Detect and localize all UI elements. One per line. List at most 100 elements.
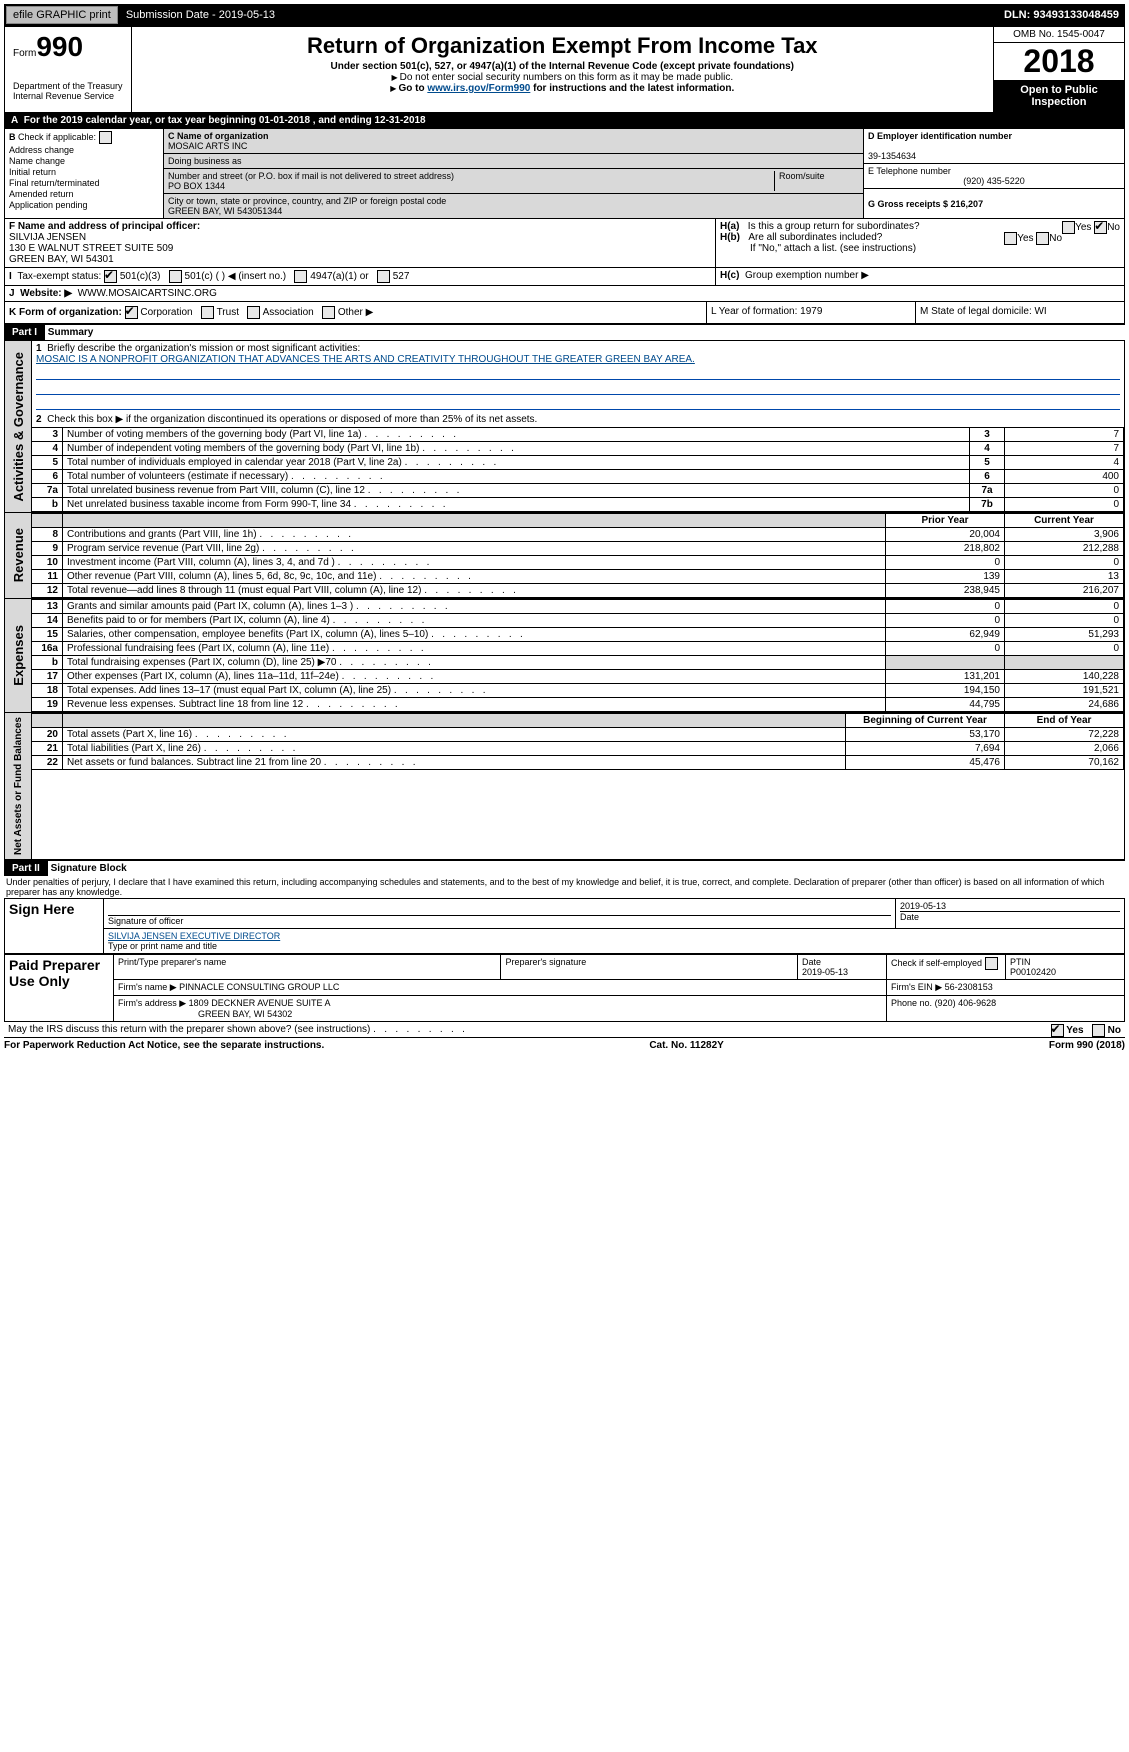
date-label: Date [900,911,1120,922]
efile-button[interactable]: efile GRAPHIC print [6,6,118,24]
netassets-block: Net Assets or Fund Balances Beginning of… [4,713,1125,860]
netassets-table: Beginning of Current Year End of Year20 … [32,713,1124,770]
prep-sig-label: Preparer's signature [501,955,798,980]
top-bar: efile GRAPHIC print Submission Date - 20… [4,4,1125,26]
corp-checkbox[interactable] [125,306,138,319]
vlabel-governance: Activities & Governance [5,341,32,512]
section-i-row: I Tax-exempt status: 501(c)(3) 501(c) ( … [4,268,1125,286]
line2-num: 2 [36,414,42,425]
mission-text: MOSAIC IS A NONPROFIT ORGANIZATION THAT … [36,354,695,365]
phone-value: (920) 435-5220 [868,176,1120,186]
d-cell: D Employer identification number 39-1354… [864,129,1124,164]
self-emp-checkbox[interactable] [985,957,998,970]
discuss-yes-checkbox[interactable] [1051,1024,1064,1037]
city-cell: City or town, state or province, country… [164,194,863,218]
ein-value: 39-1354634 [868,151,916,161]
part2-header: Part II Signature Block [4,860,1125,876]
b-check-label: Check if applicable: [18,132,96,142]
footer-right: Form 990 (2018) [1049,1040,1125,1051]
section-b: B Check if applicable: Address change Na… [5,129,164,218]
opt-501c3: 501(c)(3) [120,271,161,282]
hb-text: Are all subordinates included? [748,232,882,243]
f-label: F Name and address of principal officer: [9,221,200,232]
table-row: 18 Total expenses. Add lines 13–17 (must… [32,684,1124,698]
ha-label: H(a) [720,221,739,232]
hb-no-checkbox[interactable] [1036,232,1049,245]
firm-addr-label: Firm's address ▶ [118,998,186,1008]
dept-label: Department of the Treasury Internal Reve… [13,81,123,101]
hb-yes-checkbox[interactable] [1004,232,1017,245]
type-name-label: Type or print name and title [108,941,217,951]
501c-checkbox[interactable] [169,270,182,283]
line2: 2 Check this box ▶ if the organization d… [32,412,1124,427]
org-name: MOSAIC ARTS INC [168,141,247,151]
officer-addr2: GREEN BAY, WI 54301 [9,254,114,265]
discuss-no: No [1108,1025,1121,1036]
ha-no-checkbox[interactable] [1094,221,1107,234]
trust-checkbox[interactable] [201,306,214,319]
section-i: I Tax-exempt status: 501(c)(3) 501(c) ( … [5,268,716,285]
firm-phone-cell: Phone no. (920) 406-9628 [887,996,1125,1022]
other-checkbox[interactable] [322,306,335,319]
name-title-cell: SILVIJA JENSEN EXECUTIVE DIRECTOR Type o… [104,929,1125,954]
table-row: 4 Number of independent voting members o… [32,442,1124,456]
part2-title: Signature Block [51,863,127,874]
vlabel-expenses: Expenses [5,599,32,712]
revenue-block: Revenue Prior Year Current Year8 Contrib… [4,513,1125,599]
opt-4947: 4947(a)(1) or [310,271,368,282]
table-row: 20 Total assets (Part X, line 16) 53,170… [32,728,1124,742]
table-row: 22 Net assets or fund balances. Subtract… [32,756,1124,770]
table-row: 17 Other expenses (Part IX, column (A), … [32,670,1124,684]
c-name-cell: C Name of organization MOSAIC ARTS INC [164,129,863,154]
ptin-value: P00102420 [1010,967,1056,977]
discuss-text: May the IRS discuss this return with the… [8,1024,465,1035]
501c3-checkbox[interactable] [104,270,117,283]
table-row: 16a Professional fundraising fees (Part … [32,642,1124,656]
prep-date-value: 2019-05-13 [802,967,848,977]
omb-block: OMB No. 1545-0047 2018 Open to Public In… [993,27,1124,112]
mission-line1 [36,365,1120,380]
ha-yes-checkbox[interactable] [1062,221,1075,234]
section-h: H(a) Is this a group return for subordin… [716,219,1124,267]
527-checkbox[interactable] [377,270,390,283]
section-f: F Name and address of principal officer:… [5,219,716,267]
section-l: L Year of formation: 1979 [706,302,915,323]
yes-label2: Yes [1017,233,1033,244]
table-row: 8 Contributions and grants (Part VIII, l… [32,528,1124,542]
sig-date-value: 2019-05-13 [900,901,946,911]
part1-label: Part I [4,325,45,340]
governance-table: 3 Number of voting members of the govern… [32,427,1124,512]
discuss-no-checkbox[interactable] [1092,1024,1105,1037]
submission-label: Submission Date - 2019-05-13 [120,7,281,23]
k-text: K Form of organization: [9,307,122,318]
table-row: 6 Total number of volunteers (estimate i… [32,470,1124,484]
table-row: 10 Investment income (Part VIII, column … [32,556,1124,570]
self-emp-cell: Check if self-employed [887,955,1006,980]
page-footer: For Paperwork Reduction Act Notice, see … [4,1038,1125,1051]
firm-phone-value: (920) 406-9628 [935,998,997,1008]
section-j: J Website: ▶ WWW.MOSAICARTSINC.ORG [5,286,1124,301]
print-name-label: Print/Type preparer's name [114,955,501,980]
table-row: 19 Revenue less expenses. Subtract line … [32,698,1124,712]
4947-checkbox[interactable] [294,270,307,283]
irs-link[interactable]: www.irs.gov/Form990 [427,83,530,94]
opt-other: Other ▶ [338,307,373,318]
ptin-cell: PTINP00102420 [1006,955,1125,980]
table-row: 3 Number of voting members of the govern… [32,428,1124,442]
line1: 1 Briefly describe the organization's mi… [32,341,1124,412]
section-fh: F Name and address of principal officer:… [4,219,1125,268]
title-block: Return of Organization Exempt From Incom… [132,27,993,112]
j-label: J [9,288,15,299]
sig-officer-label: Signature of officer [108,915,891,926]
g-label: G Gross receipts $ 216,207 [868,199,983,209]
open-inspection: Open to Public Inspection [994,80,1124,112]
b-label: B [9,132,16,142]
assoc-checkbox[interactable] [247,306,260,319]
e-cell: E Telephone number (920) 435-5220 [864,164,1124,189]
opt-assoc: Association [263,307,314,318]
firm-name-value: PINNACLE CONSULTING GROUP LLC [179,982,339,992]
perjury-text: Under penalties of perjury, I declare th… [4,876,1125,898]
checkbox-icon[interactable] [99,131,112,144]
part1-header: Part I Summary [4,324,1125,340]
sig-date-cell: 2019-05-13 Date [896,899,1125,929]
